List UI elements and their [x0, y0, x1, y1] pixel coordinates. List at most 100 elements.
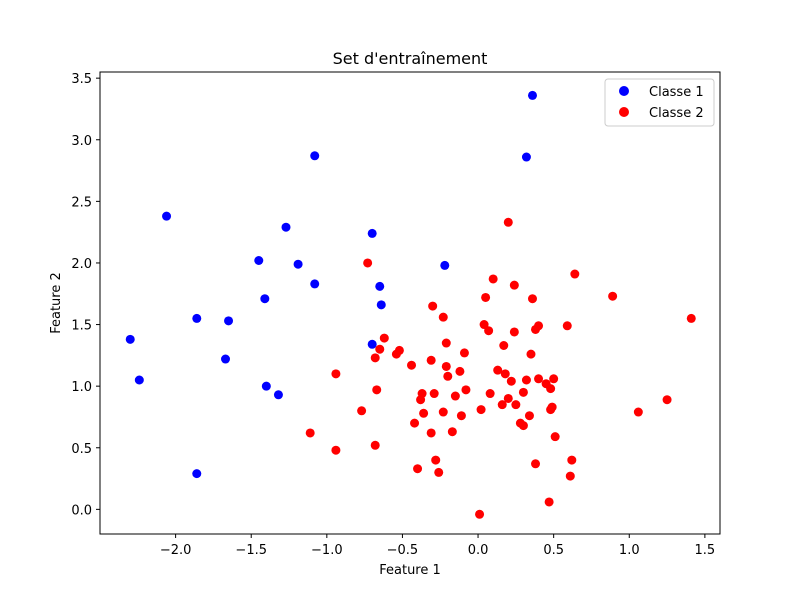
- x-tick-label: 1.5: [695, 543, 716, 558]
- scatter-point-series-2: [488, 274, 498, 284]
- scatter-point-series-2: [410, 418, 420, 428]
- scatter-point-series-1: [162, 211, 172, 221]
- scatter-point-series-2: [370, 440, 380, 450]
- scatter-point-series-2: [565, 471, 575, 481]
- y-tick-label: 2.5: [71, 195, 92, 210]
- scatter-point-series-2: [379, 333, 389, 343]
- scatter-point-series-2: [434, 467, 444, 477]
- scatter-point-series-2: [461, 385, 471, 395]
- scatter-point-series-2: [429, 389, 439, 399]
- y-axis: 0.0 0.5 1.0 1.5 2.0 2.5 3.0 3.5: [71, 72, 100, 518]
- scatter-point-series-2: [531, 459, 541, 469]
- scatter-point-series-1: [527, 90, 537, 100]
- scatter-point-series-2: [459, 348, 469, 358]
- scatter-point-series-1: [134, 375, 144, 385]
- scatter-point-series-1: [192, 469, 202, 479]
- scatter-point-series-1: [281, 222, 291, 232]
- scatter-point-series-2: [546, 384, 556, 394]
- scatter-point-series-2: [500, 369, 510, 379]
- scatter-point-series-2: [662, 395, 672, 405]
- scatter-point-series-2: [484, 326, 494, 336]
- y-tick-label: 3.0: [71, 134, 92, 149]
- scatter-point-series-2: [562, 321, 572, 331]
- scatter-point-series-2: [550, 432, 560, 442]
- scatter-point-series-2: [372, 385, 382, 395]
- scatter-point-series-2: [509, 327, 519, 337]
- legend-box: [604, 78, 715, 127]
- scatter-point-series-1: [293, 259, 303, 269]
- x-tick-label: −1.5: [235, 543, 267, 558]
- scatter-point-series-1: [224, 316, 234, 326]
- x-tick-label: 0.0: [468, 543, 489, 558]
- scatter-point-series-1: [192, 313, 202, 323]
- y-tick-label: 1.5: [71, 319, 92, 334]
- scatter-point-series-2: [443, 371, 453, 381]
- scatter-point-series-2: [481, 292, 491, 302]
- x-tick-label: 1.0: [619, 543, 640, 558]
- scatter-point-series-2: [441, 361, 451, 371]
- scatter-point-series-2: [546, 405, 556, 415]
- plot-points: [125, 90, 696, 519]
- scatter-point-series-2: [407, 360, 417, 370]
- scatter-point-series-1: [260, 294, 270, 304]
- scatter-point-series-2: [521, 375, 531, 385]
- scatter-point-series-1: [440, 260, 450, 270]
- scatter-point-series-1: [367, 228, 377, 238]
- y-tick-label: 3.5: [71, 72, 92, 87]
- scatter-point-series-2: [485, 389, 495, 399]
- plot-area-frame: [99, 71, 721, 535]
- scatter-point-series-2: [305, 428, 315, 438]
- scatter-point-series-2: [544, 497, 554, 507]
- scatter-point-series-2: [549, 374, 559, 384]
- scatter-point-series-2: [534, 374, 544, 384]
- x-tick-label: 0.5: [543, 543, 564, 558]
- scatter-point-series-2: [503, 393, 513, 403]
- scatter-point-series-2: [570, 269, 580, 279]
- scatter-point-series-1: [273, 390, 283, 400]
- scatter-point-series-2: [686, 313, 696, 323]
- legend-marker-classe-1: [619, 86, 629, 96]
- scatter-point-series-1: [367, 339, 377, 349]
- scatter-point-series-2: [497, 400, 507, 410]
- scatter-point-series-2: [375, 344, 385, 354]
- scatter-point-series-2: [506, 376, 516, 386]
- scatter-point-series-1: [254, 256, 264, 265]
- scatter-point-series-2: [509, 280, 519, 290]
- scatter-point-series-2: [331, 369, 341, 379]
- scatter-point-series-2: [426, 428, 436, 438]
- scatter-point-series-2: [456, 411, 466, 421]
- legend-label-classe-1: Classe 1: [649, 85, 704, 100]
- legend: Classe 1 Classe 2: [604, 78, 715, 127]
- scatter-point-series-2: [608, 291, 618, 301]
- scatter-point-series-1: [376, 300, 386, 310]
- scatter-point-series-2: [526, 349, 536, 359]
- scatter-point-series-2: [391, 349, 401, 359]
- x-axis: −2.0 −1.5 −1.0 −0.5 0.0 0.5 1.0 1.5: [160, 534, 715, 558]
- scatter-point-series-2: [438, 407, 448, 417]
- x-tick-label: −1.0: [311, 543, 343, 558]
- scatter-point-series-2: [633, 407, 643, 417]
- scatter-point-series-2: [363, 258, 373, 268]
- scatter-point-series-2: [370, 353, 380, 363]
- legend-label-classe-2: Classe 2: [649, 106, 704, 121]
- scatter-point-series-1: [375, 281, 385, 291]
- y-axis-label: Feature 2: [49, 272, 64, 334]
- scatter-point-series-2: [431, 455, 441, 465]
- scatter-point-series-2: [447, 427, 457, 437]
- scatter-point-series-2: [531, 324, 541, 334]
- chart-title: Set d'entraînement: [333, 49, 488, 68]
- scatter-point-series-2: [357, 406, 367, 416]
- y-tick-label: 1.0: [71, 380, 92, 395]
- scatter-point-series-2: [450, 391, 460, 401]
- scatter-point-series-2: [455, 366, 465, 376]
- scatter-point-series-1: [125, 334, 135, 344]
- scatter-point-series-2: [413, 464, 423, 474]
- scatter-point-series-2: [567, 455, 577, 465]
- scatter-point-series-1: [310, 279, 320, 289]
- scatter-point-series-2: [416, 395, 426, 405]
- scatter-point-series-1: [521, 152, 531, 162]
- x-tick-label: −0.5: [387, 543, 419, 558]
- scatter-point-series-1: [261, 381, 271, 391]
- x-tick-label: −2.0: [160, 543, 192, 558]
